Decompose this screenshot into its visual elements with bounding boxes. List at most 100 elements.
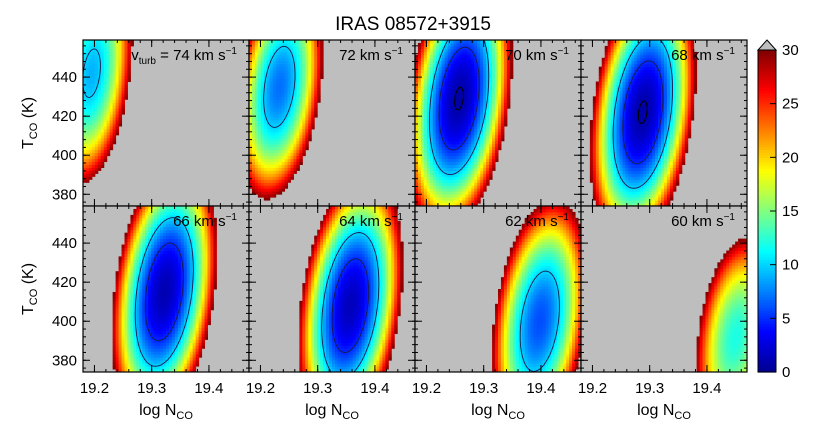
heatmap-cell — [592, 131, 597, 136]
heatmap-cell — [423, 48, 428, 53]
heatmap-cell — [495, 125, 499, 130]
heatmap-cell — [652, 197, 656, 201]
heatmap-cell — [453, 60, 457, 65]
heatmap-cell — [426, 84, 431, 88]
heatmap-cell — [628, 90, 632, 94]
heatmap-cell — [429, 72, 434, 77]
heatmap-cell — [486, 81, 490, 85]
heatmap-cell — [652, 182, 656, 186]
heatmap-cell — [284, 63, 289, 68]
heatmap-cell — [260, 143, 265, 148]
heatmap-cell — [503, 114, 508, 118]
heatmap-cell — [607, 164, 612, 168]
heatmap-cell — [595, 164, 600, 168]
heatmap-cell — [441, 173, 446, 177]
heatmap-cell — [462, 114, 466, 118]
heatmap-cell — [91, 72, 96, 77]
heatmap-cell — [625, 42, 629, 47]
heatmap-cell — [640, 63, 644, 68]
heatmap-cell — [284, 164, 289, 168]
heatmap-cell — [287, 102, 291, 106]
heatmap-cell — [483, 78, 487, 82]
heatmap-cell — [492, 149, 496, 154]
heatmap-cell — [498, 63, 502, 68]
heatmap-cell — [124, 60, 128, 65]
heatmap-cell — [266, 134, 271, 139]
heatmap-cell — [631, 158, 635, 163]
heatmap-cell — [601, 66, 606, 71]
heatmap-cell — [604, 66, 609, 71]
heatmap-cell — [453, 69, 457, 74]
heatmap-cell — [661, 120, 665, 124]
heatmap-cell — [257, 152, 262, 157]
heatmap-cell — [622, 170, 626, 174]
heatmap-cell — [622, 185, 626, 189]
heatmap-cell — [655, 78, 659, 82]
heatmap-cell — [441, 96, 446, 100]
heatmap-cell — [598, 66, 603, 71]
heatmap-cell — [106, 60, 111, 65]
heatmap-cell — [465, 120, 469, 124]
heatmap-cell — [124, 93, 128, 97]
heatmap-cell — [468, 40, 472, 44]
heatmap-cell — [263, 149, 268, 154]
heatmap-cell — [489, 84, 493, 88]
heatmap-cell — [628, 96, 632, 100]
heatmap-cell — [88, 128, 93, 133]
heatmap-cell — [269, 191, 274, 195]
heatmap-cell — [447, 170, 452, 174]
heatmap-cell — [465, 182, 469, 186]
heatmap-cell — [622, 152, 626, 157]
heatmap-cell — [613, 93, 618, 97]
heatmap-cell — [450, 66, 455, 71]
heatmap-cell — [643, 134, 647, 139]
heatmap-cell — [438, 75, 443, 80]
heatmap-cell — [266, 111, 271, 115]
heatmap-cell — [474, 191, 478, 195]
heatmap-cell — [251, 158, 256, 163]
heatmap-cell — [302, 120, 306, 124]
heatmap-cell — [495, 102, 499, 106]
heatmap-cell — [459, 96, 463, 100]
heatmap-cell — [655, 143, 659, 148]
heatmap-cell — [305, 42, 309, 47]
heatmap-cell — [500, 78, 505, 82]
heatmap-cell — [88, 45, 93, 50]
heatmap-cell — [489, 131, 493, 136]
heatmap-cell — [426, 54, 431, 59]
heatmap-cell — [284, 108, 289, 112]
heatmap-cell — [610, 108, 615, 112]
heatmap-cell — [91, 117, 96, 121]
heatmap-cell — [468, 117, 472, 121]
heatmap-cell — [293, 99, 297, 103]
heatmap-cell — [634, 194, 638, 198]
heatmap-cell — [483, 108, 487, 112]
heatmap-cell — [637, 93, 641, 97]
heatmap-cell — [429, 45, 434, 50]
heatmap-cell — [637, 143, 641, 148]
heatmap-cell — [480, 143, 484, 148]
heatmap-cell — [415, 69, 419, 74]
heatmap-cell — [601, 161, 606, 165]
heatmap-cell — [435, 60, 440, 65]
heatmap-cell — [423, 120, 428, 124]
heatmap-cell — [317, 69, 321, 74]
heatmap-cell — [637, 75, 641, 80]
heatmap-cell — [459, 191, 463, 195]
heatmap-cell — [465, 125, 469, 130]
heatmap-cell — [115, 48, 120, 53]
heatmap-cell — [474, 69, 478, 74]
heatmap-cell — [284, 149, 289, 154]
heatmap-cell — [503, 99, 508, 103]
heatmap-cell — [616, 149, 621, 154]
heatmap-cell — [498, 66, 502, 71]
heatmap-cell — [275, 143, 280, 148]
heatmap-cell — [429, 194, 434, 198]
heatmap-cell — [432, 93, 437, 97]
heatmap-cell — [284, 54, 289, 59]
heatmap-cell — [465, 96, 469, 100]
heatmap-cell — [441, 125, 446, 130]
heatmap-cell — [293, 60, 297, 65]
heatmap-cell — [438, 131, 443, 136]
heatmap-cell — [492, 161, 496, 165]
